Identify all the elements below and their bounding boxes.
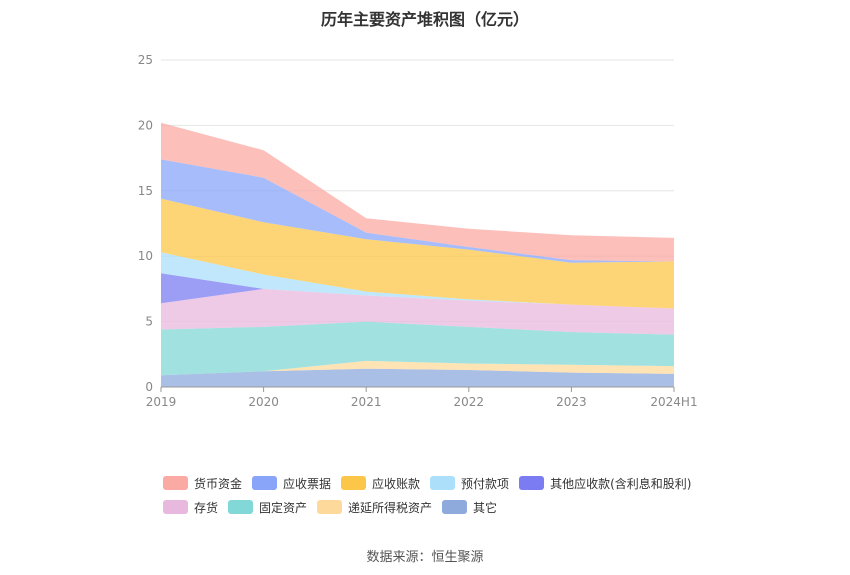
legend-swatch xyxy=(442,500,468,514)
legend-row: 货币资金 应收票据 应收账款 预付款项 其他应收款(含利息和股利) xyxy=(163,471,723,495)
legend-item[interactable]: 递延所得税资产 xyxy=(317,499,432,516)
area-series-货币资金 xyxy=(161,122,674,262)
area-series-应收票据 xyxy=(161,159,674,263)
legend-swatch xyxy=(430,476,456,490)
x-tick-label: 2019 xyxy=(146,395,177,409)
area-series-预付款项 xyxy=(161,252,674,309)
stacked-area-chart: 0 5 10 15 20 25 2019 2020 2021 2022 2023 2024H1 xyxy=(138,53,698,409)
legend-item[interactable]: 预付款项 xyxy=(430,475,509,492)
x-tick-label: 2021 xyxy=(351,395,382,409)
x-tick-label: 2024H1 xyxy=(650,395,697,409)
legend-swatch xyxy=(519,476,545,490)
legend-label: 存货 xyxy=(194,500,219,515)
legend-swatch xyxy=(228,500,254,514)
legend-label: 应收票据 xyxy=(283,476,332,491)
y-tick-label: 10 xyxy=(138,249,153,263)
y-tick-label: 0 xyxy=(145,380,153,394)
y-tick-label: 5 xyxy=(145,315,153,329)
legend-item[interactable]: 固定资产 xyxy=(228,499,307,516)
legend-label: 预付款项 xyxy=(461,476,510,491)
area-series-递延所得税资产 xyxy=(161,360,674,376)
y-tick-label: 25 xyxy=(138,53,153,67)
area-series xyxy=(161,122,674,387)
legend-item[interactable]: 应收账款 xyxy=(341,475,420,492)
legend: 货币资金 应收票据 应收账款 预付款项 其他应收款(含利息和股利) 存货 固定资产 递延所得税… xyxy=(163,471,723,519)
legend-label: 货币资金 xyxy=(194,476,243,491)
area-series-其它 xyxy=(161,368,674,387)
area-series-存货 xyxy=(161,288,674,335)
legend-swatch xyxy=(163,476,188,490)
legend-item[interactable]: 货币资金 xyxy=(163,475,242,492)
x-tick-label: 2023 xyxy=(556,395,587,409)
y-tick-label: 20 xyxy=(138,118,153,132)
legend-item[interactable]: 存货 xyxy=(163,499,218,516)
legend-row: 存货 固定资产 递延所得税资产 其它 xyxy=(163,495,723,519)
legend-swatch xyxy=(341,476,367,490)
x-tick-label: 2022 xyxy=(454,395,485,409)
x-tick-label: 2020 xyxy=(248,395,279,409)
legend-label: 其他应收款(含利息和股利) xyxy=(550,476,692,491)
legend-swatch xyxy=(163,500,188,514)
legend-label: 固定资产 xyxy=(259,500,308,515)
chart-title: 历年主要资产堆积图（亿元） xyxy=(320,10,529,29)
y-tick-label: 15 xyxy=(138,184,153,198)
axes: 0 5 10 15 20 25 2019 2020 2021 2022 2023 2024H1 xyxy=(138,53,698,409)
legend-item[interactable]: 其他应收款(含利息和股利) xyxy=(519,475,691,492)
legend-swatch xyxy=(317,500,343,514)
legend-label: 应收账款 xyxy=(372,476,421,491)
legend-swatch xyxy=(252,476,278,490)
legend-label: 其它 xyxy=(473,500,498,515)
area-series-应收账款 xyxy=(161,198,674,309)
legend-label: 递延所得税资产 xyxy=(348,500,433,515)
legend-item[interactable]: 应收票据 xyxy=(252,475,331,492)
area-series-固定资产 xyxy=(161,321,674,376)
data-source: 数据来源：恒生聚源 xyxy=(366,550,484,565)
legend-item[interactable]: 其它 xyxy=(442,499,497,516)
